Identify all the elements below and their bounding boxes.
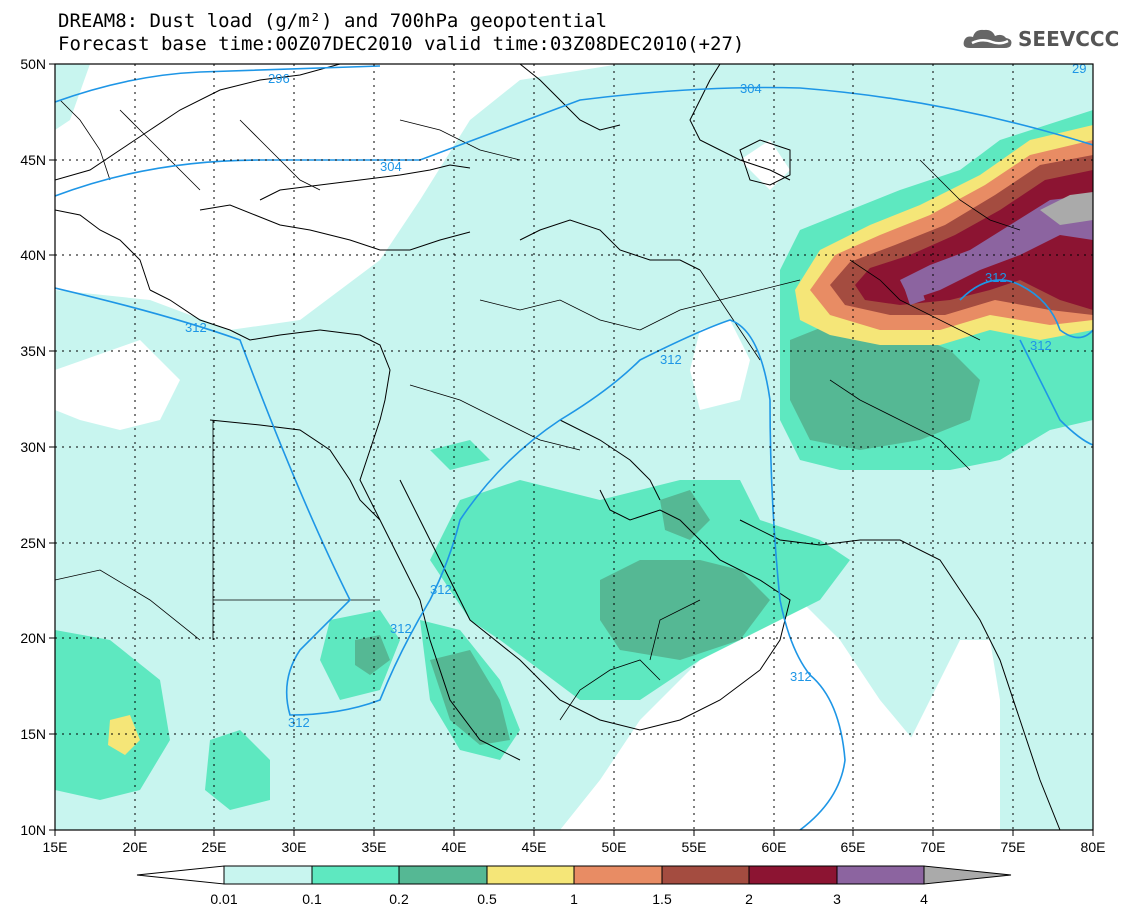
graticule: [55, 64, 1093, 830]
lon-label: 60E: [762, 839, 787, 855]
colorbar-label: 0.01: [210, 891, 238, 907]
colorbar-label: 0.1: [302, 891, 322, 907]
colorbar-label: 4: [920, 891, 928, 907]
longitude-labels: 15E 20E 25E 30E 35E 40E 45E 50E 55E 60E …: [43, 839, 1106, 855]
lat-label: 10N: [20, 822, 46, 838]
lon-label: 30E: [282, 839, 307, 855]
contour-304: [55, 86, 1093, 197]
colorbar-swatch: [311, 865, 400, 885]
contour-label: 296: [268, 71, 290, 86]
cloud-icon: [963, 29, 1012, 48]
colorbar-swatch: [486, 865, 575, 885]
contour-label: 312: [985, 270, 1007, 285]
colorbar-swatch: [836, 865, 925, 885]
contour-label: 312: [1030, 338, 1052, 353]
contour-296: [55, 65, 381, 103]
contour-label: 304: [380, 159, 402, 174]
colorbar-swatch: [223, 865, 313, 885]
contour-312-south: [1019, 339, 1093, 446]
colorbar-label: 3: [833, 891, 841, 907]
title-line-1: DREAM8: Dust load (g/m²) and 700hPa geop…: [58, 10, 608, 32]
lon-label: 65E: [841, 839, 866, 855]
colorbar-label: 0.2: [389, 891, 409, 907]
lon-label: 20E: [123, 839, 148, 855]
coastlines: [55, 64, 1061, 830]
lat-label: 50N: [20, 56, 46, 72]
contour-label: 312: [185, 320, 207, 335]
lat-label: 25N: [20, 535, 46, 551]
lon-label: 45E: [522, 839, 547, 855]
lat-label: 35N: [20, 343, 46, 359]
lat-label: 15N: [20, 726, 46, 742]
lon-label: 35E: [362, 839, 387, 855]
lon-label: 55E: [682, 839, 707, 855]
lon-label: 50E: [602, 839, 627, 855]
contour-312: [55, 287, 846, 830]
contour-312-east: [959, 279, 1093, 339]
lon-label: 75E: [1001, 839, 1026, 855]
lat-label: 40N: [20, 247, 46, 263]
contour-label-group: 296 304 304 312 312 312 312 312 312 312 …: [185, 61, 1086, 730]
contour-label: 304: [740, 81, 762, 96]
contour-label: 312: [790, 669, 812, 684]
colorbar-swatch: [661, 865, 750, 885]
contour-label: 312: [430, 582, 452, 597]
lon-label: 15E: [43, 839, 68, 855]
dust-level-3: [900, 195, 1093, 305]
colorbar-swatch: [398, 865, 488, 885]
colorbar-swatch: [573, 865, 663, 885]
dust-level-4: [1040, 192, 1093, 225]
colorbar: [136, 865, 1012, 885]
colorbar-label: 1.5: [652, 891, 672, 907]
lon-label: 80E: [1081, 839, 1106, 855]
lon-label: 25E: [202, 839, 227, 855]
lat-label: 45N: [20, 152, 46, 168]
contour-label: 312: [390, 621, 412, 636]
title-line-2: Forecast base time:00Z07DEC2010 valid ti…: [58, 33, 745, 55]
map-area: 296 304 304 312 312 312 312 312 312 312 …: [55, 61, 1093, 830]
lon-label: 40E: [442, 839, 467, 855]
lat-label: 20N: [20, 630, 46, 646]
colorbar-label: 1: [570, 891, 578, 907]
contour-label: 312: [288, 715, 310, 730]
contour-label: 312: [660, 352, 682, 367]
colorbar-label: 2: [745, 891, 753, 907]
latitude-labels: 50N 45N 40N 35N 30N 25N 20N 15N 10N: [20, 56, 46, 838]
colorbar-under-triangle: [136, 865, 225, 885]
tick-marks: [49, 63, 1094, 836]
seevccc-logo: SEEVCCC: [962, 26, 1119, 52]
colorbar-over-triangle: [923, 865, 1012, 885]
lon-label: 70E: [921, 839, 946, 855]
contour-label: 29: [1072, 61, 1086, 76]
logo-text: SEEVCCC: [1018, 27, 1120, 51]
lat-label: 30N: [20, 439, 46, 455]
colorbar-label: 0.5: [477, 891, 497, 907]
colorbar-swatch: [748, 865, 838, 885]
clear-areas: [55, 140, 1000, 830]
geopotential-contours: [55, 65, 1093, 830]
